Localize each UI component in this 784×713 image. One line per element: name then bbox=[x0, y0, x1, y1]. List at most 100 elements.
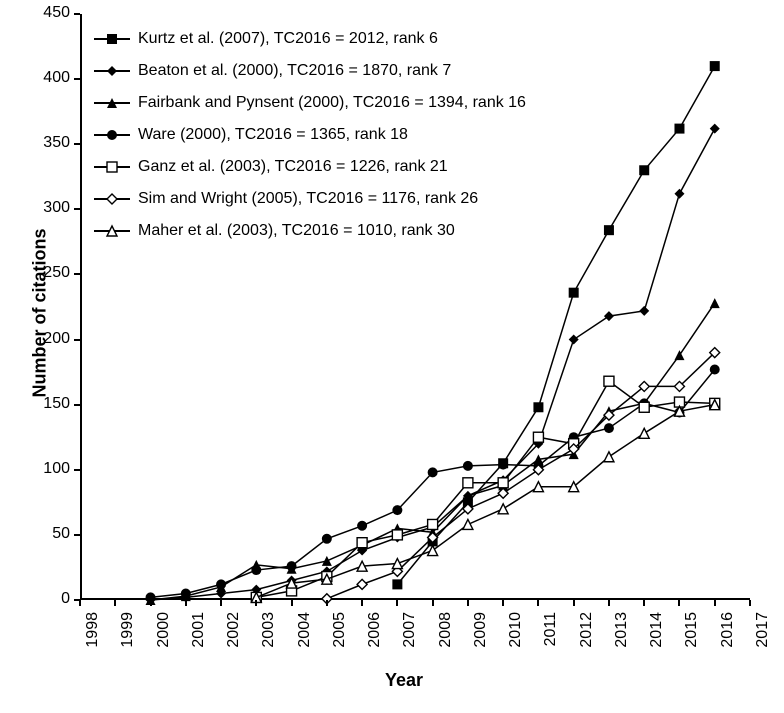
legend-item: Ware (2000), TC2016 = 1365, rank 18 bbox=[94, 126, 526, 144]
series-marker bbox=[357, 538, 367, 548]
x-tick bbox=[573, 600, 575, 606]
x-tick-label: 1998 bbox=[84, 612, 102, 656]
y-tick-label: 300 bbox=[30, 199, 70, 217]
legend-item: Beaton et al. (2000), TC2016 = 1870, ran… bbox=[94, 62, 526, 80]
legend-marker-icon bbox=[105, 224, 119, 238]
x-tick-label: 2009 bbox=[472, 612, 490, 656]
y-tick-label: 350 bbox=[30, 134, 70, 152]
series-marker bbox=[674, 124, 684, 134]
series-marker bbox=[392, 505, 402, 515]
legend: Kurtz et al. (2007), TC2016 = 2012, rank… bbox=[94, 30, 526, 254]
legend-label: Ganz et al. (2003), TC2016 = 1226, rank … bbox=[138, 158, 448, 176]
x-tick bbox=[291, 600, 293, 606]
legend-item: Kurtz et al. (2007), TC2016 = 2012, rank… bbox=[94, 30, 526, 48]
series-marker bbox=[710, 61, 720, 71]
series-marker bbox=[604, 225, 614, 235]
legend-line bbox=[94, 198, 130, 200]
series-marker bbox=[639, 428, 649, 438]
x-tick-label: 2008 bbox=[437, 612, 455, 656]
legend-item: Sim and Wright (2005), TC2016 = 1176, ra… bbox=[94, 190, 526, 208]
x-tick bbox=[114, 600, 116, 606]
series-marker bbox=[639, 165, 649, 175]
x-tick-label: 2017 bbox=[754, 612, 772, 656]
x-tick-label: 2007 bbox=[401, 612, 419, 656]
x-tick bbox=[185, 600, 187, 606]
series-marker bbox=[463, 478, 473, 488]
series-marker bbox=[674, 189, 684, 199]
series-marker bbox=[463, 519, 473, 529]
x-tick-label: 2011 bbox=[542, 612, 560, 656]
series-marker bbox=[498, 504, 508, 514]
y-axis-label: Number of citations bbox=[30, 218, 51, 398]
y-tick bbox=[74, 273, 80, 275]
y-tick-label: 100 bbox=[30, 460, 70, 478]
y-tick bbox=[74, 208, 80, 210]
y-tick bbox=[74, 404, 80, 406]
series-marker bbox=[251, 565, 261, 575]
series-marker bbox=[392, 530, 402, 540]
series-marker bbox=[604, 452, 614, 462]
x-tick bbox=[749, 600, 751, 606]
x-tick-label: 2001 bbox=[190, 612, 208, 656]
series-marker bbox=[287, 561, 297, 571]
x-axis-label: Year bbox=[385, 670, 423, 691]
x-tick bbox=[608, 600, 610, 606]
y-tick-label: 450 bbox=[30, 4, 70, 22]
x-tick-label: 2012 bbox=[578, 612, 596, 656]
x-tick-label: 2006 bbox=[366, 612, 384, 656]
legend-item: Fairbank and Pynsent (2000), TC2016 = 13… bbox=[94, 94, 526, 112]
series-marker bbox=[463, 461, 473, 471]
x-tick-label: 2013 bbox=[613, 612, 631, 656]
series-marker bbox=[604, 423, 614, 433]
series-line bbox=[327, 353, 715, 599]
series-marker bbox=[533, 402, 543, 412]
x-tick bbox=[714, 600, 716, 606]
legend-line bbox=[94, 166, 130, 168]
legend-marker-icon bbox=[105, 128, 119, 142]
legend-line bbox=[94, 230, 130, 232]
series-marker bbox=[710, 298, 720, 308]
y-tick-label: 250 bbox=[30, 264, 70, 282]
legend-label: Fairbank and Pynsent (2000), TC2016 = 13… bbox=[138, 94, 526, 112]
y-tick bbox=[74, 534, 80, 536]
x-tick bbox=[79, 600, 81, 606]
series-marker bbox=[357, 521, 367, 531]
x-tick bbox=[467, 600, 469, 606]
series-marker bbox=[569, 335, 579, 345]
legend-marker-icon bbox=[105, 64, 119, 78]
series-marker bbox=[357, 579, 367, 589]
legend-label: Maher et al. (2003), TC2016 = 1010, rank… bbox=[138, 222, 455, 240]
y-tick-label: 400 bbox=[30, 69, 70, 87]
y-tick-label: 50 bbox=[30, 525, 70, 543]
series-line bbox=[151, 370, 715, 598]
y-tick bbox=[74, 13, 80, 15]
y-tick bbox=[74, 469, 80, 471]
legend-line bbox=[94, 38, 130, 40]
series-marker bbox=[639, 402, 649, 412]
x-tick bbox=[432, 600, 434, 606]
x-tick-label: 2000 bbox=[155, 612, 173, 656]
x-tick-label: 2016 bbox=[719, 612, 737, 656]
series-marker bbox=[216, 579, 226, 589]
x-tick bbox=[150, 600, 152, 606]
legend-marker-icon bbox=[105, 160, 119, 174]
x-tick bbox=[502, 600, 504, 606]
series-marker bbox=[322, 556, 332, 566]
series-marker bbox=[604, 376, 614, 386]
series-marker bbox=[498, 460, 508, 470]
y-tick-label: 150 bbox=[30, 395, 70, 413]
series-marker bbox=[569, 288, 579, 298]
legend-label: Kurtz et al. (2007), TC2016 = 2012, rank… bbox=[138, 30, 438, 48]
y-tick-label: 0 bbox=[30, 590, 70, 608]
legend-line bbox=[94, 134, 130, 136]
x-tick bbox=[643, 600, 645, 606]
x-tick-label: 2003 bbox=[260, 612, 278, 656]
x-tick-label: 1999 bbox=[119, 612, 137, 656]
series-marker bbox=[322, 534, 332, 544]
legend-marker-icon bbox=[105, 32, 119, 46]
legend-item: Ganz et al. (2003), TC2016 = 1226, rank … bbox=[94, 158, 526, 176]
x-tick bbox=[255, 600, 257, 606]
series-marker bbox=[604, 311, 614, 321]
series-marker bbox=[392, 579, 402, 589]
x-tick-label: 2005 bbox=[331, 612, 349, 656]
